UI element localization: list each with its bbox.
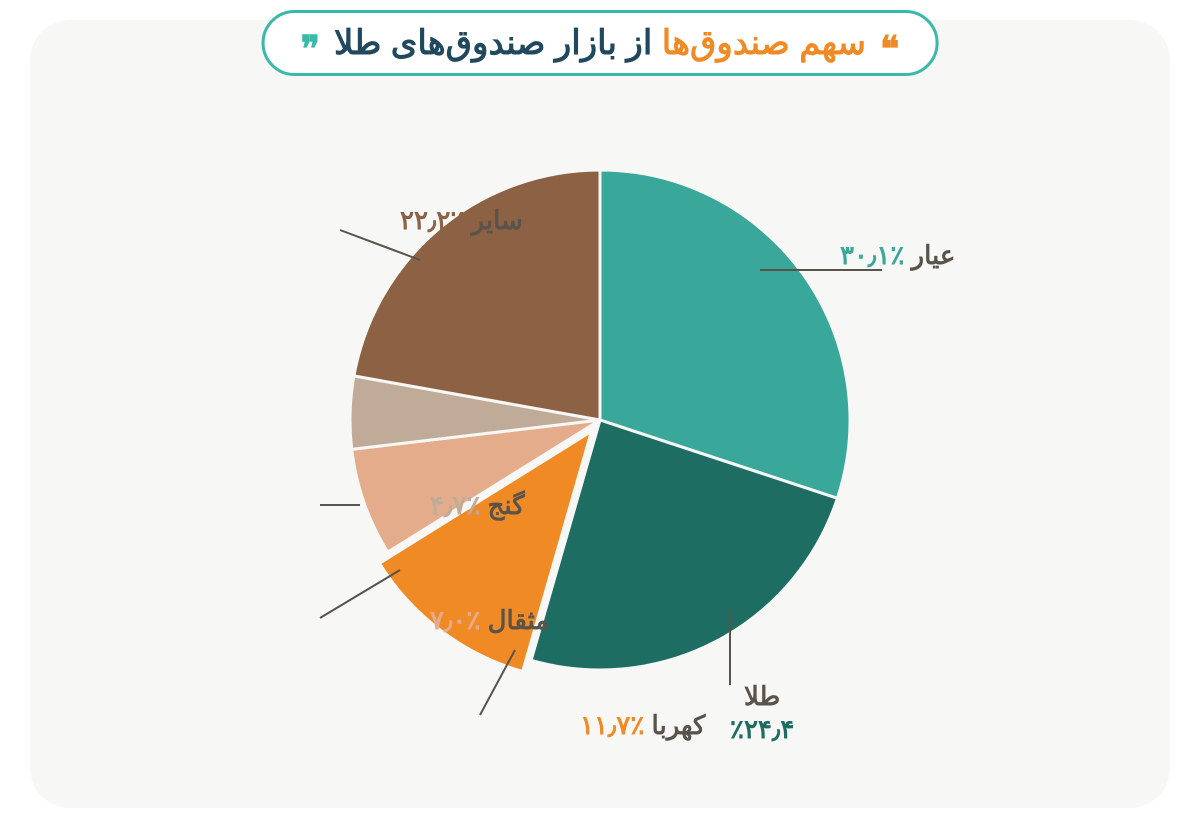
quote-open-icon: ❝ [880,38,899,60]
slice-percent: ٪۴٫۷ [430,490,480,520]
slice-percent: ٪۷٫۰ [430,605,480,635]
slice-name: عیار [912,240,956,270]
title-part1: سهم صندوق‌ها [662,24,866,62]
slice-label: سایر ٪۲۲٫۲ [400,205,523,236]
slice-percent: ٪۳۰٫۱ [840,240,904,270]
slice-label: طلا٪۲۴٫۴ [730,680,794,745]
quote-close-icon: ❞ [301,38,320,60]
slice-name: کهربا [652,710,706,740]
title-part2: از بازار صندوق‌های طلا [334,24,652,62]
slice-label: مثقال ٪۷٫۰ [430,605,549,636]
slice-name: مثقال [488,605,550,635]
chart-title: سهم صندوق‌ها از بازار صندوق‌های طلا [334,23,866,63]
pie-chart-container: عیار ٪۳۰٫۱ طلا٪۲۴٫۴ کهربا ٪۱۱٫۷ مثقال ٪۷٫۰ گ… [0,140,1200,828]
leader-line [320,570,400,618]
pie-chart [300,140,900,760]
slice-percent: ٪۱۱٫۷ [580,710,644,740]
slice-label: کهربا ٪۱۱٫۷ [580,710,705,741]
slice-name: سایر [472,205,523,235]
chart-title-pill: ❝ سهم صندوق‌ها از بازار صندوق‌های طلا ❞ [262,10,939,76]
slice-name: گنج [488,490,525,520]
slice-percent: ٪۲۴٫۴ [730,713,794,746]
slice-label: عیار ٪۳۰٫۱ [840,240,955,271]
slice-percent: ٪۲۲٫۲ [400,205,464,235]
slice-label: گنج ٪۴٫۷ [430,490,525,521]
slice-name: طلا [730,680,794,713]
